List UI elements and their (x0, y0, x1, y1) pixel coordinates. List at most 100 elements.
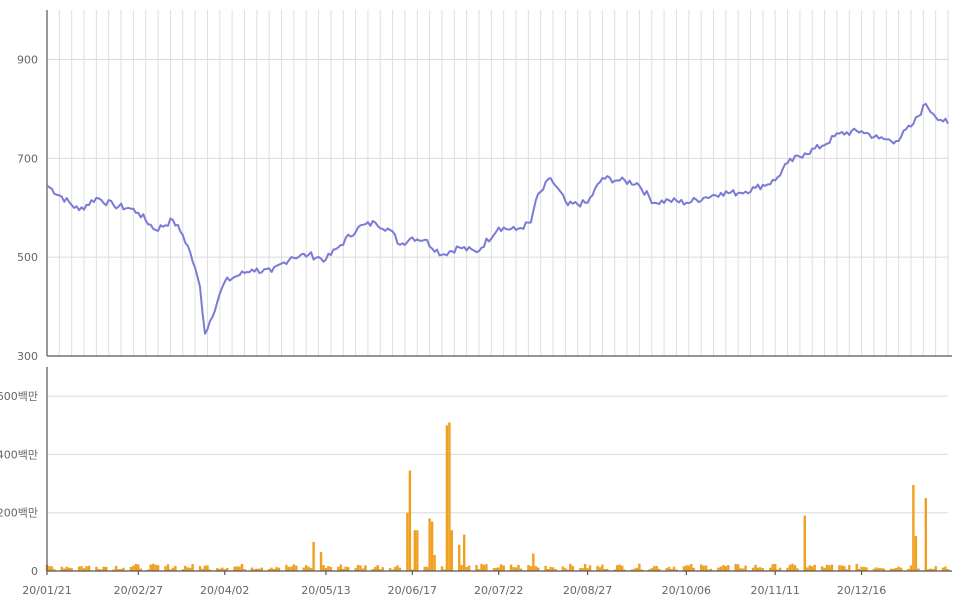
volume-bar-93 (364, 565, 366, 571)
volume-bar-132 (500, 564, 502, 571)
volume-bar-54 (233, 567, 235, 571)
volume-bar-111 (428, 519, 430, 572)
volume-bar-31 (152, 564, 154, 571)
volume-bar-30 (150, 565, 152, 571)
volume-bar-80 (322, 565, 324, 571)
volume-bar-161 (601, 565, 603, 571)
volume-bar-141 (532, 554, 534, 572)
volume-bar-191 (705, 565, 707, 571)
volume-bar-57 (241, 564, 243, 571)
volume-bar-75 (305, 565, 307, 571)
volume-bar-200 (737, 564, 739, 571)
x-tick-label-3: 20/05/13 (301, 584, 350, 597)
volume-bar-1 (48, 566, 50, 571)
volume-bar-96 (377, 565, 379, 571)
volume-bar-234 (856, 564, 858, 571)
volume-bar-230 (841, 566, 843, 572)
volume-bar-190 (702, 566, 704, 571)
volume-bar-180 (668, 567, 670, 571)
volume-bar-109 (424, 567, 426, 571)
volume-bar-13 (88, 566, 90, 571)
volume-bar-236 (860, 567, 862, 571)
volume-bar-55 (236, 566, 238, 571)
volume-bar-199 (735, 564, 737, 571)
volume-bar-118 (451, 530, 453, 571)
volume-bar-219 (804, 516, 806, 571)
price-series-line (47, 104, 948, 334)
volume-bar-10 (80, 566, 82, 571)
volume-bar-17 (103, 567, 105, 571)
volume-bar-91 (359, 566, 361, 572)
volume-bar-78 (312, 542, 314, 571)
volume-bar-70 (288, 567, 290, 571)
volume-bar-119 (458, 545, 460, 571)
volume-bar-223 (814, 565, 816, 571)
volume-bar-203 (744, 566, 746, 571)
volume-bar-217 (794, 565, 796, 571)
volume-bar-72 (293, 564, 295, 571)
volume-bar-176 (653, 566, 655, 571)
volume-bars (46, 422, 949, 571)
volume-bar-112 (431, 522, 433, 572)
volume-bar-6 (66, 567, 68, 571)
volume-bar-102 (396, 565, 398, 571)
volume-bar-121 (463, 535, 465, 571)
volume-bar-227 (828, 565, 830, 571)
volume-bar-56 (238, 567, 240, 572)
price-line (47, 104, 948, 334)
x-tick-label-4: 20/06/17 (388, 584, 437, 597)
volume-bar-159 (596, 566, 598, 571)
volume-bar-43 (191, 564, 193, 571)
volume-bar-76 (308, 567, 310, 571)
volume-bar-34 (164, 566, 166, 571)
volume-bar-38 (174, 566, 176, 571)
volume-bar-12 (85, 566, 87, 571)
price-tick-labels: 300500700900 (17, 53, 38, 363)
volume-bar-149 (562, 567, 564, 572)
volume-bar-84 (337, 567, 339, 571)
volume-bar-85 (340, 565, 342, 572)
volume-bar-133 (503, 566, 505, 572)
volume-bar-187 (690, 564, 692, 571)
volume-bar-228 (831, 565, 833, 571)
volume-bar-195 (720, 567, 722, 571)
volume-bar-158 (589, 565, 591, 571)
volume-bar-210 (772, 564, 774, 571)
volume-tick-labels: 0200백만400백만600백만 (0, 390, 38, 578)
price-y-tick-label-1: 500 (17, 251, 38, 264)
volume-bar-18 (105, 567, 107, 571)
volume-bar-73 (295, 566, 297, 571)
volume-bar-114 (441, 566, 443, 571)
volume-bar-104 (406, 513, 408, 571)
volume-bar-101 (394, 567, 396, 571)
volume-bar-20 (115, 566, 117, 571)
volume-bar-120 (461, 565, 463, 571)
volume-bar-198 (727, 565, 729, 571)
volume-bar-124 (475, 565, 477, 571)
volume-bar-139 (527, 565, 529, 571)
volume-bar-215 (789, 565, 791, 571)
volume-bar-105 (409, 471, 411, 572)
x-tick-label-1: 20/02/27 (114, 584, 163, 597)
volume-bar-35 (167, 564, 169, 571)
x-tick-label-2: 20/04/02 (200, 584, 249, 597)
volume-bar-251 (912, 485, 914, 571)
volume-bar-144 (544, 566, 546, 571)
volume-bar-185 (685, 565, 687, 571)
volume-bar-123 (468, 566, 470, 572)
volume-bar-250 (910, 566, 912, 572)
volume-bar-46 (204, 566, 206, 571)
volume-bar-127 (483, 565, 485, 571)
volume-bar-252 (915, 536, 917, 571)
volume-bar-40 (184, 566, 186, 571)
x-tick-label-5: 20/07/22 (474, 584, 523, 597)
volume-bar-167 (621, 566, 623, 571)
volume-bar-177 (656, 566, 658, 571)
x-tick-label-9: 20/12/16 (837, 584, 886, 597)
volume-bar-222 (811, 566, 813, 571)
volume-bar-26 (135, 564, 137, 571)
volume-bar-142 (535, 566, 537, 571)
volume-bar-33 (157, 565, 159, 571)
volume-bar-117 (448, 422, 450, 571)
